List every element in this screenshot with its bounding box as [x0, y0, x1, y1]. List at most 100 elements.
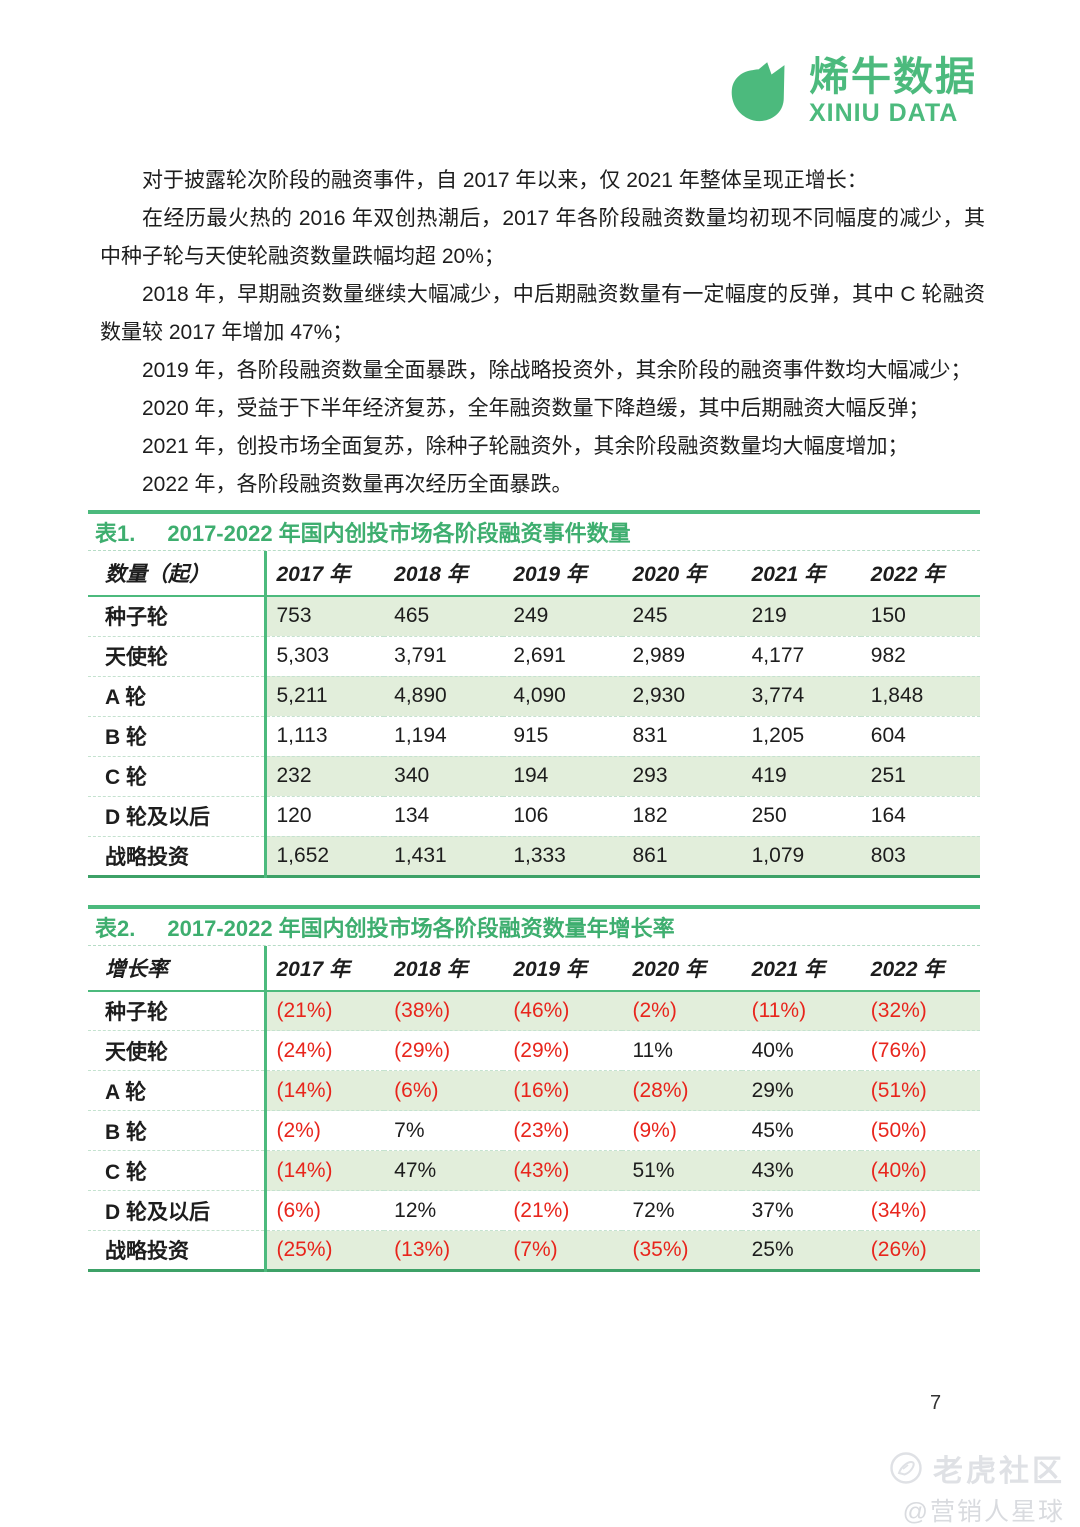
table-cell: (29%)	[394, 1038, 451, 1062]
table-cell: 3,774	[741, 676, 861, 716]
table-cell: 29%	[741, 1070, 861, 1111]
table-cell: (38%)	[384, 990, 504, 1031]
row-label: D 轮及以后	[88, 1190, 267, 1231]
table-cell: 51%	[622, 1150, 742, 1191]
table-cell: 2,930	[622, 676, 742, 716]
row-label: C 轮	[88, 1150, 267, 1191]
paragraph: 2020 年，受益于下半年经济复苏，全年融资数量下降趋缓，其中后期融资大幅反弹；	[142, 397, 930, 420]
table-title: 表1. 2017-2022 年国内创投市场各阶段融资事件数量	[88, 514, 980, 551]
table-row: 种子轮 753 465 249 245 219 150	[88, 596, 980, 636]
table-cell: (11%)	[741, 990, 861, 1031]
column-header: 2021 年	[741, 945, 861, 992]
paragraph: 对于披露轮次阶段的融资事件，自 2017 年以来，仅 2021 年整体呈现正增长…	[142, 169, 868, 192]
table-cell: 245	[622, 596, 742, 636]
table-cell: 1,205	[751, 724, 805, 747]
body-paragraphs: 对于披露轮次阶段的融资事件，自 2017 年以来，仅 2021 年整体呈现正增长…	[100, 162, 985, 504]
table-cell: (40%)	[860, 1150, 980, 1191]
table-cell: 1,431	[384, 836, 504, 876]
logo-name-cn: 烯牛数据	[809, 55, 977, 99]
table-cell: 134	[394, 804, 430, 827]
table-cell: (24%)	[276, 1038, 333, 1062]
table-cell: 251	[860, 756, 980, 796]
table-cell: 1,848	[860, 676, 980, 716]
row-label: B 轮	[88, 716, 267, 756]
table-cell: (14%)	[265, 1070, 385, 1111]
table-cell: (28%)	[622, 1070, 742, 1111]
table-cell: 1,194	[394, 724, 447, 747]
tiger-circle-icon	[889, 1451, 923, 1485]
table-cell: 194	[503, 756, 623, 796]
row-label: 战略投资	[88, 1230, 267, 1271]
table-cell: 915	[513, 724, 549, 747]
table-row: D 轮及以后 (6%) 12% (21%) 72% 37% (34%)	[88, 1190, 980, 1231]
table-cell: 1,113	[276, 724, 328, 747]
table-cell: 47%	[384, 1150, 504, 1191]
table-cell: 40%	[751, 1038, 794, 1062]
row-label: 天使轮	[88, 636, 267, 676]
table-cell: (21%)	[513, 1198, 570, 1222]
table-cell: 861	[622, 836, 742, 876]
row-label: 种子轮	[88, 990, 267, 1031]
table-cell: 120	[276, 804, 312, 827]
column-header: 2021 年	[741, 551, 861, 597]
table-cell: (23%)	[513, 1118, 570, 1142]
growth-rate-table: 表2. 2017-2022 年国内创投市场各阶段融资数量年增长率 增长率 201…	[88, 904, 980, 1272]
table-row: 种子轮 (21%) (38%) (46%) (2%) (11%) (32%)	[88, 990, 980, 1031]
paragraph: 在经历最火热的 2016 年双创热潮后，2017 年各阶段融资数量均初现不同幅度…	[100, 207, 985, 268]
header-row: 数量（起） 2017 年 2018 年 2019 年 2020 年 2021 年…	[88, 551, 980, 597]
column-header: 2018 年	[384, 551, 504, 597]
paragraph: 2018 年，早期融资数量继续大幅减少，中后期融资数量有一定幅度的反弹，其中 C…	[100, 283, 985, 344]
table-cell: (35%)	[622, 1230, 742, 1271]
table-cell: 164	[870, 804, 906, 827]
row-label: A 轮	[88, 676, 267, 716]
column-header: 2018 年	[384, 945, 504, 992]
table-cell: (26%)	[860, 1230, 980, 1271]
page-content: 对于披露轮次阶段的融资事件，自 2017 年以来，仅 2021 年整体呈现正增长…	[0, 162, 1080, 1272]
table-cell: 2,691	[513, 644, 566, 667]
watermark-text-1: 老虎社区	[933, 1455, 1065, 1488]
table-cell: 753	[265, 596, 385, 636]
table-row: B 轮 (2%) 7% (23%) (9%) 45% (50%)	[88, 1110, 980, 1151]
table-cell: 150	[860, 596, 980, 636]
table-row: 天使轮 (24%) (29%) (29%) 11% 40% (76%)	[88, 1030, 980, 1071]
table-cell: 293	[622, 756, 742, 796]
row-label: 天使轮	[88, 1030, 267, 1071]
logo-text: 烯牛数据 XINIU DATA	[809, 56, 977, 126]
table-cell: 232	[265, 756, 385, 796]
table-row: A 轮 5,211 4,890 4,090 2,930 3,774 1,848	[88, 676, 980, 716]
table-cell: (34%)	[870, 1198, 927, 1222]
column-header: 2020 年	[622, 945, 742, 992]
table-title: 表2. 2017-2022 年国内创投市场各阶段融资数量年增长率	[88, 909, 980, 946]
table-cell: 4,090	[503, 676, 623, 716]
table-row: 战略投资 (25%) (13%) (7%) (35%) 25% (26%)	[88, 1230, 980, 1271]
table-tag: 表2.	[95, 915, 136, 941]
logo: 烯牛数据 XINIU DATA	[724, 54, 977, 128]
column-header: 2017 年	[265, 551, 385, 597]
table-cell: (16%)	[503, 1070, 623, 1111]
table-cell: (14%)	[265, 1150, 385, 1191]
row-label: D 轮及以后	[88, 796, 267, 836]
table-cell: (43%)	[503, 1150, 623, 1191]
row-label: 战略投资	[88, 836, 267, 876]
watermark: 老虎社区 @营销人星球	[889, 1446, 1065, 1527]
table-cell: (7%)	[503, 1230, 623, 1271]
table-cell: (6%)	[384, 1070, 504, 1111]
table-cell: 250	[751, 804, 787, 827]
table-row: B 轮 1,113 1,194 915 831 1,205 604	[88, 716, 980, 756]
table-cell: 5,303	[276, 644, 330, 667]
data-table: 增长率 2017 年 2018 年 2019 年 2020 年 2021 年 2…	[88, 945, 980, 1272]
table-row: C 轮 (14%) 47% (43%) 51% 43% (40%)	[88, 1150, 980, 1191]
table-tag: 表1.	[95, 521, 136, 546]
table-cell: 1,333	[503, 836, 623, 876]
table-cell: 831	[632, 724, 668, 747]
table-cell: 803	[860, 836, 980, 876]
paragraph: 2022 年，各阶段融资数量再次经历全面暴跌。	[142, 473, 573, 496]
header-row: 增长率 2017 年 2018 年 2019 年 2020 年 2021 年 2…	[88, 945, 980, 992]
row-label: A 轮	[88, 1070, 267, 1111]
row-label: 种子轮	[88, 596, 267, 636]
watermark-text-2: @营销人星球	[902, 1498, 1065, 1526]
table-row: D 轮及以后 120 134 106 182 250 164	[88, 796, 980, 836]
table-cell: 604	[870, 724, 906, 747]
table-cell: (13%)	[384, 1230, 504, 1271]
